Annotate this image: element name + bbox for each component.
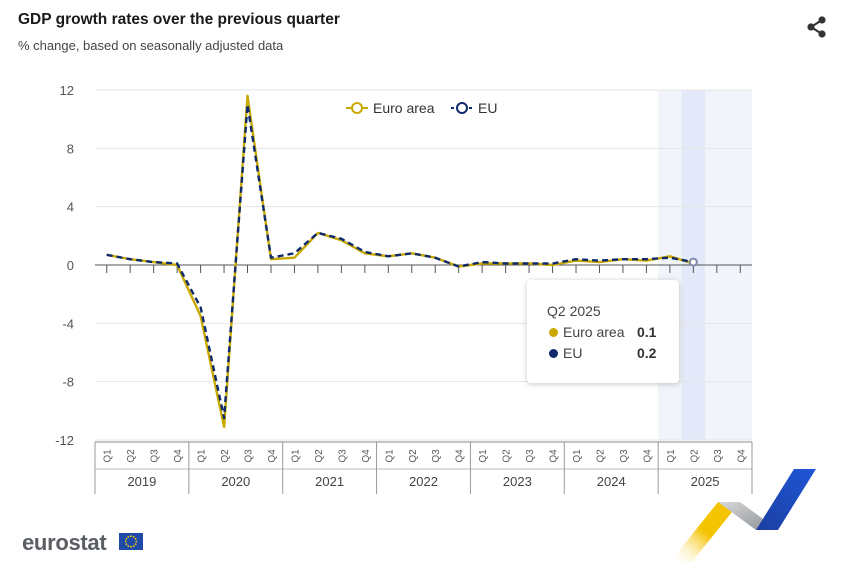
x-tick-label: Q4 <box>736 449 747 463</box>
year-label: 2024 <box>597 474 626 489</box>
x-tick-label: Q1 <box>384 449 395 463</box>
hover-point-marker <box>688 257 698 267</box>
x-tick-label: Q2 <box>126 449 137 463</box>
x-tick-label: Q2 <box>689 449 700 463</box>
x-tick-label: Q1 <box>478 449 489 463</box>
eu-flag-icon <box>119 533 143 550</box>
share-icon[interactable] <box>803 14 831 42</box>
tooltip-series-value: 0.1 <box>637 324 657 340</box>
y-tick-label: -12 <box>55 433 74 448</box>
x-tick-label: Q3 <box>150 449 161 463</box>
tooltip-row-euro-area: Euro area 0.1 <box>547 324 667 342</box>
legend-item[interactable]: Euro area <box>346 100 435 116</box>
x-tick-label: Q3 <box>244 449 255 463</box>
y-tick-label: 0 <box>67 258 74 273</box>
year-label: 2019 <box>127 474 156 489</box>
x-tick-label: Q2 <box>314 449 325 463</box>
legend-item[interactable]: EU <box>451 100 497 116</box>
year-label: 2023 <box>503 474 532 489</box>
x-tick-label: Q2 <box>220 449 231 463</box>
tooltip-title: Q2 2025 <box>547 303 601 319</box>
y-tick-label: 4 <box>67 200 74 215</box>
x-tick-label: Q2 <box>408 449 419 463</box>
x-tick-label: Q4 <box>549 449 560 463</box>
x-tick-label: Q1 <box>197 449 208 463</box>
y-tick-label: 12 <box>60 83 74 98</box>
x-tick-label: Q3 <box>619 449 630 463</box>
x-tick-label: Q4 <box>455 449 466 463</box>
x-tick-label: Q4 <box>642 449 653 463</box>
x-tick-label: Q4 <box>267 449 278 463</box>
x-tick-label: Q2 <box>502 449 513 463</box>
legend-marker <box>456 102 468 114</box>
y-tick-label: 8 <box>67 141 74 156</box>
series-line-eu <box>106 103 694 420</box>
x-tick-label: Q3 <box>525 449 536 463</box>
x-tick-label: Q3 <box>713 449 724 463</box>
year-label: 2022 <box>409 474 438 489</box>
year-label: 2025 <box>691 474 720 489</box>
x-tick-label: Q4 <box>173 449 184 463</box>
legend-label: EU <box>478 100 497 116</box>
x-tick-label: Q1 <box>572 449 583 463</box>
x-tick-label: Q1 <box>103 449 114 463</box>
year-label: 2020 <box>221 474 250 489</box>
y-tick-label: -8 <box>62 375 74 390</box>
x-tick-label: Q4 <box>361 449 372 463</box>
tooltip-marker <box>549 328 558 337</box>
logo-text: eurostat <box>22 530 107 555</box>
chart-subtitle: % change, based on seasonally adjusted d… <box>18 38 284 53</box>
tooltip-series-name: EU <box>563 345 583 361</box>
x-tick-label: Q3 <box>431 449 442 463</box>
x-tick-label: Q1 <box>290 449 301 463</box>
x-tick-label: Q2 <box>595 449 606 463</box>
legend-marker <box>351 102 363 114</box>
chart-tooltip: Q2 2025 Euro area 0.1 EU 0.2 <box>527 280 679 383</box>
tooltip-series-name: Euro area <box>563 324 625 340</box>
legend-label: Euro area <box>373 100 435 116</box>
tooltip-marker <box>549 349 558 358</box>
tooltip-series-value: 0.2 <box>637 345 657 361</box>
y-tick-label: -4 <box>62 316 74 331</box>
tooltip-row-eu: EU 0.2 <box>547 345 667 363</box>
x-tick-label: Q3 <box>337 449 348 463</box>
x-tick-label: Q1 <box>666 449 677 463</box>
brand-ribbon-graphic <box>670 469 816 562</box>
year-label: 2021 <box>315 474 344 489</box>
chart-title: GDP growth rates over the previous quart… <box>18 11 340 28</box>
